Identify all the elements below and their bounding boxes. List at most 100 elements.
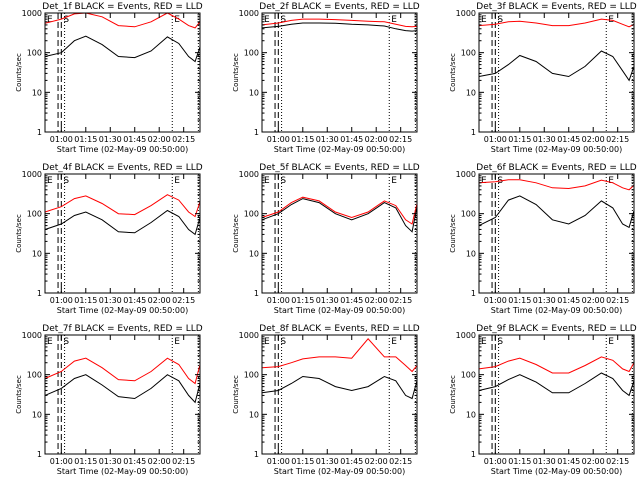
series-line-lld (478, 356, 635, 374)
marker-label-e: E (391, 176, 397, 186)
marker-label-e: E (391, 337, 397, 347)
y-tick-label: 100 (461, 49, 476, 58)
x-tick-label: 01:45 (123, 457, 146, 466)
y-tick-label: 10 (249, 249, 259, 258)
x-axis-label: Start Time (02-May-09 00:50:00) (491, 145, 622, 154)
x-tick-label: 02:00 (365, 135, 388, 144)
x-axis-label: Start Time (02-May-09 00:50:00) (57, 145, 188, 154)
y-tick-label: 1000 (456, 9, 476, 18)
x-tick-label: 01:15 (74, 135, 97, 144)
series-line-lld (44, 357, 201, 385)
x-tick-label: 01:15 (74, 457, 97, 466)
y-tick-label: 100 (244, 371, 259, 380)
series-line-events (44, 209, 201, 236)
x-tick-label: 01:15 (74, 296, 97, 305)
marker-label-e: E (481, 337, 487, 347)
x-axis-label: Start Time (02-May-09 00:50:00) (274, 467, 405, 476)
chart-title: Det_4f BLACK = Events, RED = LLD (42, 163, 202, 173)
marker-label-s: S (280, 176, 286, 186)
x-tick-label: 01:00 (50, 135, 73, 144)
x-tick-label: 01:00 (50, 296, 73, 305)
x-tick-label: 02:00 (148, 296, 171, 305)
x-tick-label: 02:00 (582, 135, 605, 144)
y-tick-label: 10 (32, 410, 42, 419)
y-tick-label: 1000 (22, 9, 42, 18)
y-tick-label: 10 (32, 88, 42, 97)
marker-label-s: S (280, 337, 286, 347)
y-tick-label: 1 (471, 289, 476, 298)
series-line-events (44, 35, 201, 63)
x-tick-label: 01:45 (340, 457, 363, 466)
series-line-lld (261, 338, 418, 373)
plot-frame (261, 334, 418, 455)
y-tick-label: 10 (466, 249, 476, 258)
x-tick-label: 01:30 (533, 457, 556, 466)
y-tick-label: 10 (32, 249, 42, 258)
y-axis-label: Counts/sec (449, 375, 457, 414)
x-tick-label: 01:45 (557, 296, 580, 305)
y-tick-label: 100 (27, 210, 42, 219)
series-line-events (44, 374, 201, 404)
plot-frame (261, 12, 418, 133)
x-tick-label: 02:00 (365, 296, 388, 305)
y-tick-label: 10 (249, 88, 259, 97)
y-tick-label: 1 (37, 289, 42, 298)
marker-label-e: E (47, 337, 53, 347)
series-line-lld (261, 18, 418, 28)
x-tick-label: 01:15 (291, 135, 314, 144)
x-tick-label: 01:00 (267, 296, 290, 305)
series-line-lld (261, 196, 418, 225)
chart-title: Det_2f BLACK = Events, RED = LLD (259, 2, 419, 12)
marker-label-e: E (264, 15, 270, 25)
plot-frame (44, 334, 201, 455)
series-line-lld (44, 12, 201, 29)
plot-frame (478, 334, 635, 455)
marker-label-s: S (63, 15, 69, 25)
plot-frame (478, 173, 635, 294)
marker-label-e: E (608, 176, 614, 186)
marker-label-s: S (497, 15, 503, 25)
marker-label-e: E (174, 15, 180, 25)
x-tick-label: 01:45 (340, 135, 363, 144)
x-axis-label: Start Time (02-May-09 00:50:00) (491, 306, 622, 315)
x-tick-label: 02:15 (606, 135, 629, 144)
y-tick-label: 1 (254, 450, 259, 459)
y-axis-label: Counts/sec (232, 214, 240, 253)
marker-label-e: E (174, 337, 180, 347)
y-tick-label: 1000 (456, 331, 476, 340)
y-tick-label: 10 (466, 88, 476, 97)
marker-label-e: E (608, 337, 614, 347)
x-tick-label: 02:00 (148, 457, 171, 466)
y-tick-label: 1 (471, 128, 476, 137)
series-line-events (261, 375, 418, 400)
marker-label-s: S (280, 15, 286, 25)
x-tick-label: 01:15 (291, 457, 314, 466)
x-tick-label: 01:00 (267, 135, 290, 144)
plot-frame (478, 12, 635, 133)
x-tick-label: 01:00 (484, 457, 507, 466)
x-tick-label: 01:15 (508, 296, 531, 305)
marker-label-e: E (264, 337, 270, 347)
y-axis-label: Counts/sec (449, 214, 457, 253)
x-tick-label: 01:00 (484, 135, 507, 144)
y-tick-label: 1 (254, 128, 259, 137)
x-tick-label: 01:15 (508, 457, 531, 466)
y-axis-label: Counts/sec (15, 53, 23, 92)
y-tick-label: 100 (244, 49, 259, 58)
x-axis-label: Start Time (02-May-09 00:50:00) (57, 306, 188, 315)
x-tick-label: 01:45 (340, 296, 363, 305)
x-axis-label: Start Time (02-May-09 00:50:00) (57, 467, 188, 476)
y-tick-label: 1000 (22, 170, 42, 179)
x-tick-label: 01:30 (533, 135, 556, 144)
y-tick-label: 1000 (22, 331, 42, 340)
x-tick-label: 02:00 (148, 135, 171, 144)
x-tick-label: 02:00 (582, 296, 605, 305)
x-tick-label: 01:45 (557, 457, 580, 466)
series-line-lld (478, 179, 635, 191)
